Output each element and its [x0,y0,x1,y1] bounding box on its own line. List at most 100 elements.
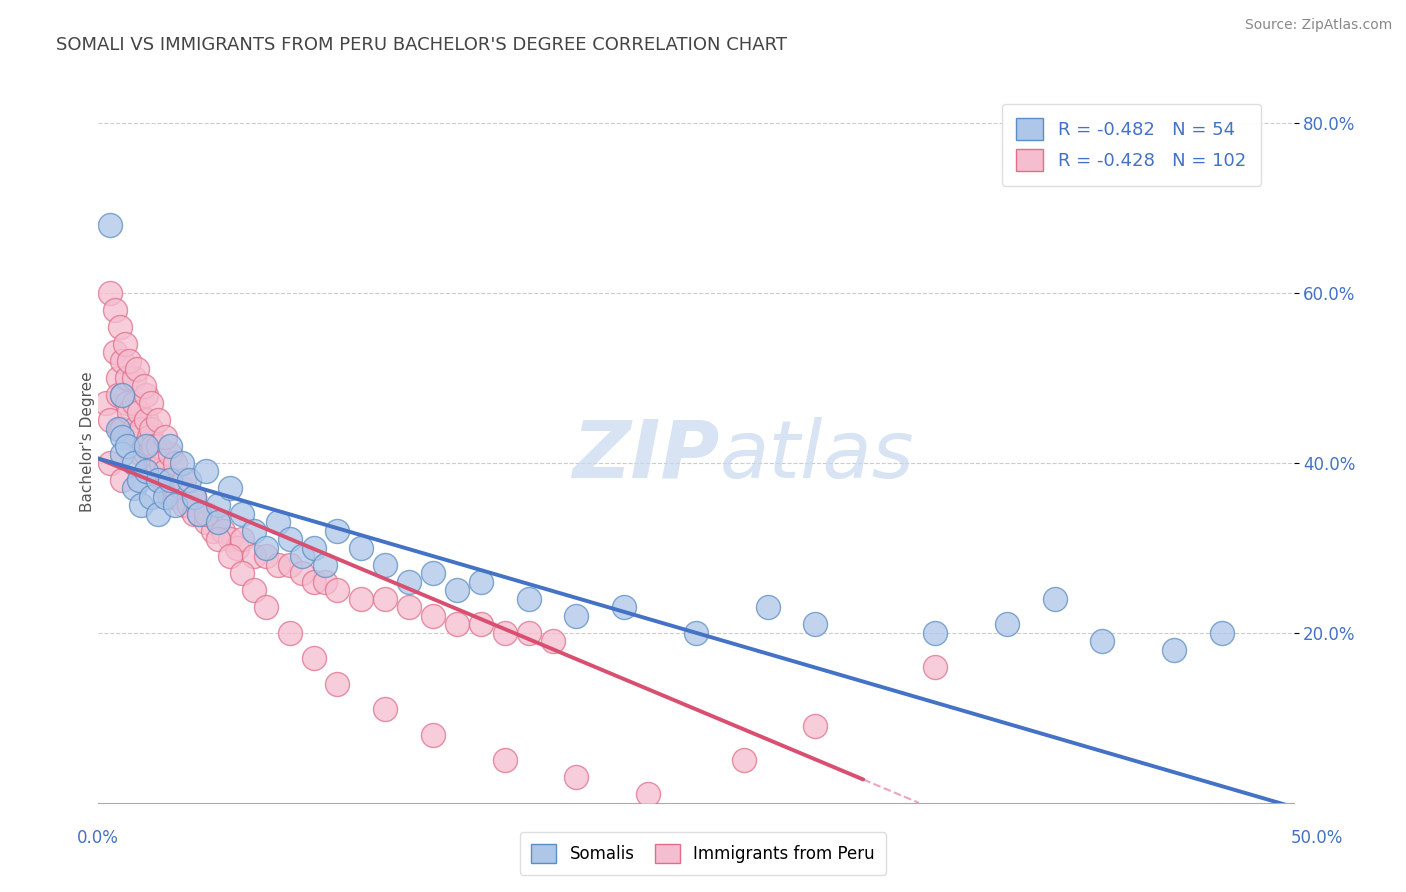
Text: ZIP: ZIP [572,417,720,495]
Point [166,490,188,504]
Point [195,516,218,530]
Point [1043,591,1066,606]
Point [733,753,755,767]
Point [145,456,167,470]
Point [111,353,134,368]
Point [211,524,233,538]
Point [231,507,253,521]
Point [172,456,194,470]
Point [302,651,325,665]
Point [107,388,129,402]
Point [565,608,588,623]
Point [115,439,138,453]
Point [131,447,153,461]
Point [207,516,229,530]
Point [195,464,218,478]
Point [98,456,122,470]
Point [155,464,177,478]
Point [125,362,148,376]
Point [131,422,153,436]
Point [135,388,157,402]
Point [124,456,146,470]
Point [148,413,170,427]
Point [139,422,162,436]
Point [254,541,277,555]
Point [149,456,172,470]
Point [98,218,122,232]
Point [685,625,707,640]
Point [422,608,444,623]
Point [804,617,827,632]
Point [326,583,349,598]
Point [173,498,195,512]
Point [187,507,209,521]
Point [470,617,492,632]
Point [138,430,160,444]
Point [207,533,229,547]
Point [995,617,1018,632]
Point [159,447,181,461]
Legend: R = -0.482   N = 54, R = -0.428   N = 102: R = -0.482 N = 54, R = -0.428 N = 102 [1002,103,1261,186]
Text: SOMALI VS IMMIGRANTS FROM PERU BACHELOR'S DEGREE CORRELATION CHART: SOMALI VS IMMIGRANTS FROM PERU BACHELOR'… [56,36,787,54]
Point [398,574,420,589]
Point [207,516,229,530]
Point [163,498,186,512]
Point [804,719,827,733]
Point [124,371,146,385]
Point [254,600,277,615]
Point [111,473,134,487]
Point [924,660,946,674]
Point [118,405,141,419]
Point [243,583,266,598]
Point [159,473,181,487]
Point [637,787,659,801]
Point [155,490,177,504]
Point [398,600,420,615]
Point [148,473,170,487]
Text: 0.0%: 0.0% [77,829,120,847]
Point [422,566,444,581]
Text: Source: ZipAtlas.com: Source: ZipAtlas.com [1244,18,1392,32]
Point [139,396,162,410]
Point [924,625,946,640]
Point [278,533,301,547]
Point [243,549,266,564]
Point [446,583,468,598]
Point [115,396,138,410]
Text: 50.0%: 50.0% [1291,829,1343,847]
Point [195,507,218,521]
Point [267,516,290,530]
Point [118,353,141,368]
Point [494,753,516,767]
Point [124,422,146,436]
Point [107,371,129,385]
Point [104,345,127,359]
Point [135,464,157,478]
Point [152,473,174,487]
Point [98,413,122,427]
Point [183,490,205,504]
Point [517,625,540,640]
Point [179,473,201,487]
Point [219,549,242,564]
Point [278,625,301,640]
Point [326,677,349,691]
Point [135,439,157,453]
Point [267,558,290,572]
Point [1211,625,1233,640]
Point [422,728,444,742]
Point [179,498,201,512]
Point [108,319,131,334]
Point [315,558,337,572]
Point [124,481,146,495]
Point [374,558,396,572]
Point [350,541,373,555]
Point [107,422,129,436]
Point [494,625,516,640]
Point [163,456,186,470]
Point [125,430,148,444]
Point [172,481,194,495]
Point [142,439,165,453]
Point [278,558,301,572]
Point [128,405,150,419]
